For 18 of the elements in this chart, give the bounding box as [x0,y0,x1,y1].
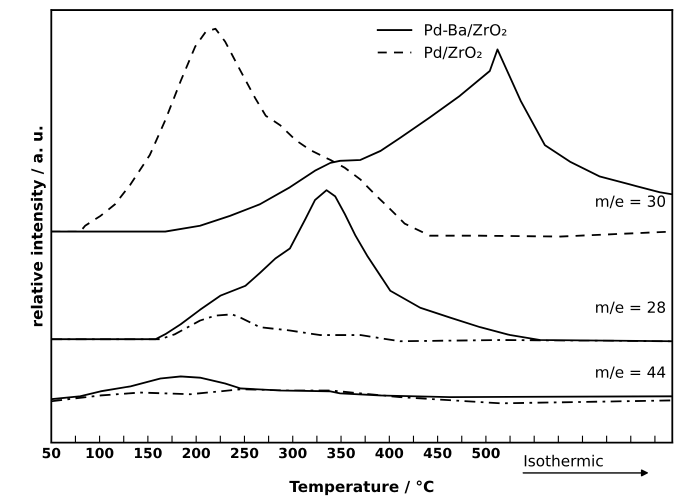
x-tick-label: 400 [375,448,404,458]
x-tick-label: 300 [279,448,307,458]
y-axis-title: relative intensity / a. u. [30,126,46,326]
annotation: m/e = 28 [596,301,666,314]
x-tick-label: 50 [42,448,60,458]
x-tick-label: 150 [134,448,162,458]
x-tick-label: 350 [327,448,355,458]
annotation: m/e = 44 [596,366,666,380]
x-tick-label: 100 [86,448,114,458]
text: Isothermic [524,454,603,467]
legend-label: Pd-Ba/ZrO₂ [425,24,506,37]
x-tick-label: 450 [424,448,452,458]
annotation: m/e = 30 [596,195,666,208]
x-tick-label: 500 [472,448,500,458]
x-tick-label: 250 [231,448,258,458]
x-tick-label: 200 [182,448,210,458]
legend-label: Pd/ZrO₂ [425,46,482,60]
x-axis-title: Temperature / °C [289,480,434,496]
